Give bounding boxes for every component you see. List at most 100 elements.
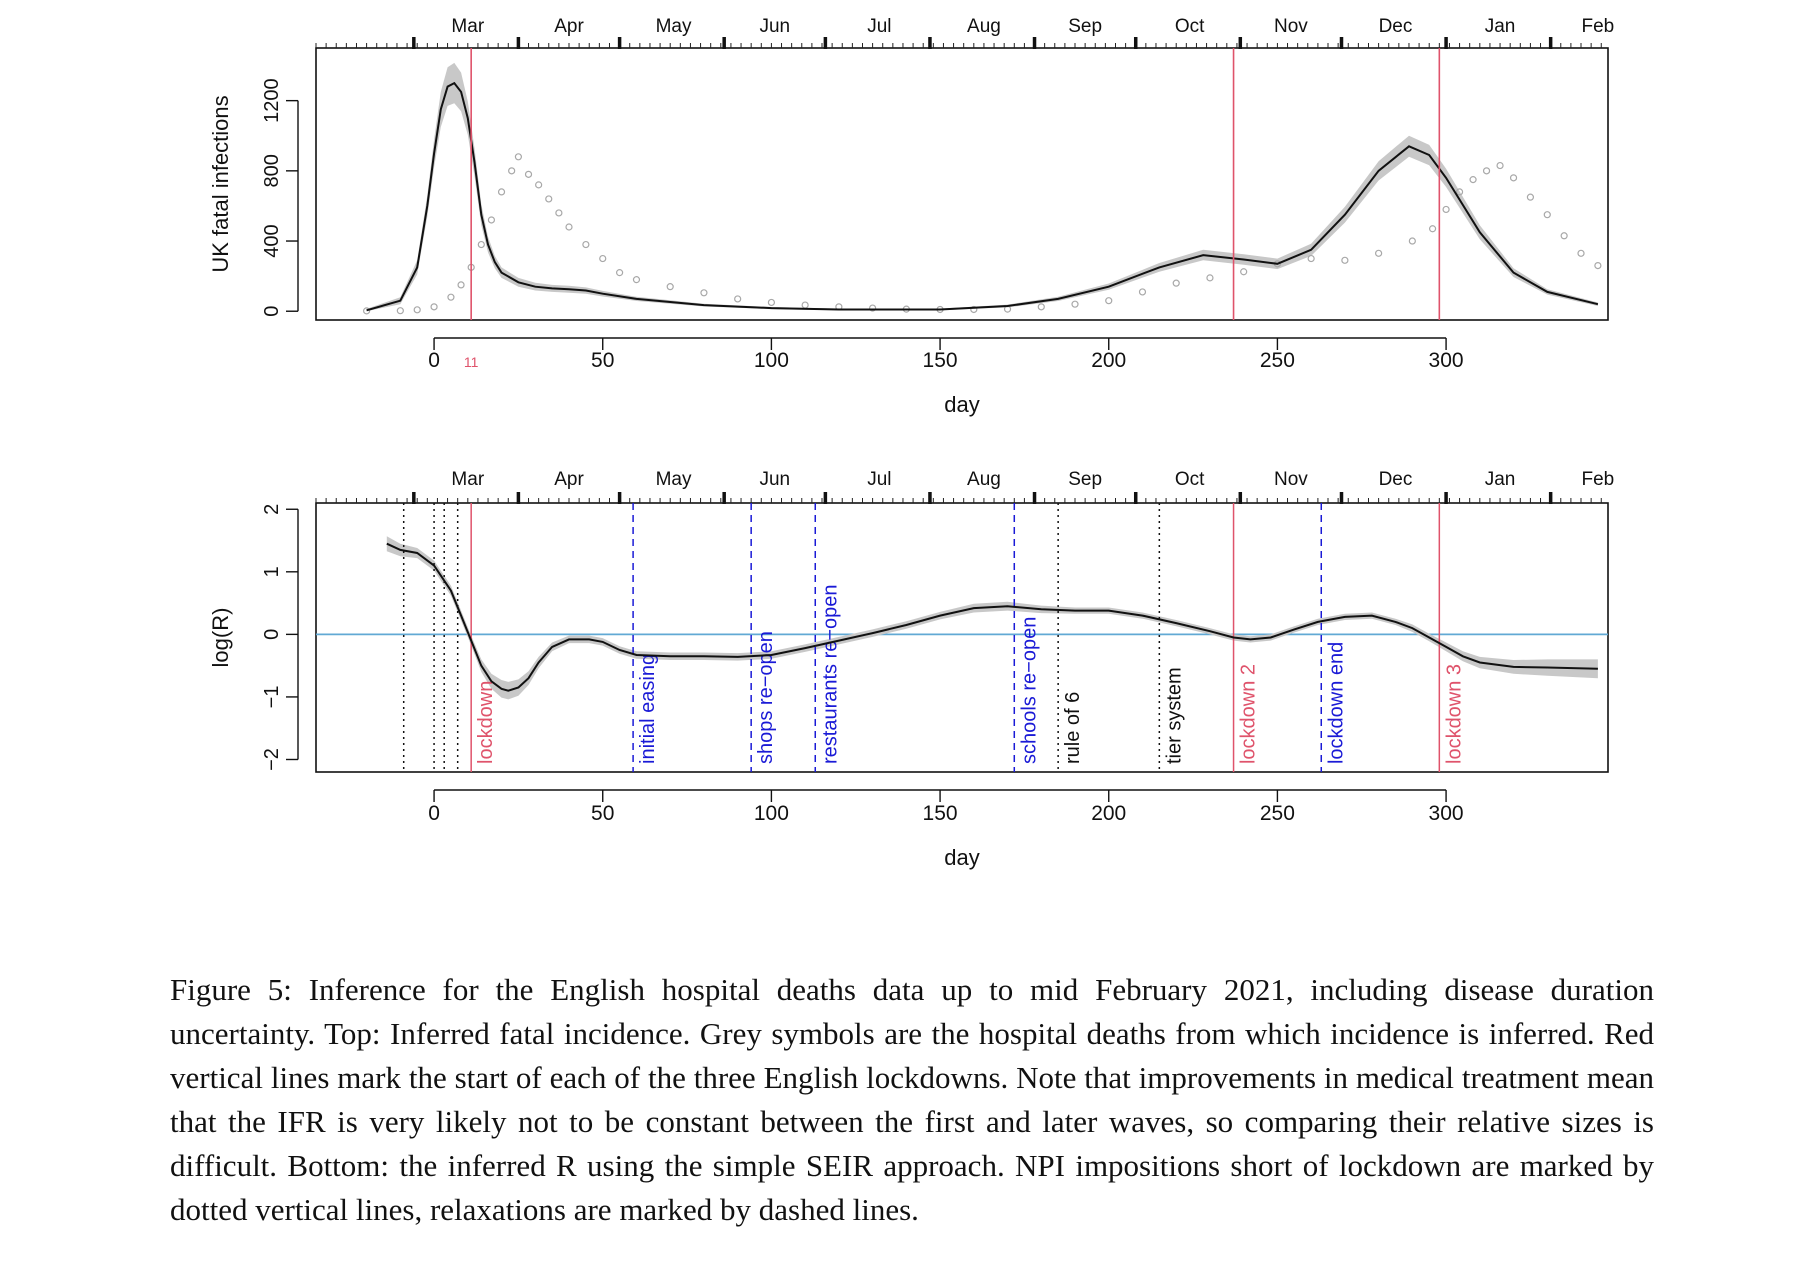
- x-tick-label-250: 250: [1260, 802, 1295, 825]
- month-label-jun: Jun: [759, 469, 790, 490]
- y-axis-title: log(R): [208, 608, 233, 668]
- hospital-death-point: [1341, 256, 1349, 264]
- incidence-uncertainty-band: [366, 62, 1598, 312]
- hospital-death-point: [734, 295, 742, 303]
- month-label-may: May: [656, 469, 692, 490]
- hospital-death-point: [545, 195, 553, 203]
- hospital-death-point: [555, 209, 563, 217]
- x-tick-label-300: 300: [1429, 349, 1464, 372]
- y-tick-label: 0: [261, 306, 283, 317]
- x-tick-label-50: 50: [591, 349, 614, 372]
- month-label-jul: Jul: [867, 469, 891, 490]
- hospital-death-point: [1408, 237, 1416, 245]
- event-label: lockdown 2: [1238, 664, 1260, 764]
- month-label-feb: Feb: [1582, 16, 1615, 37]
- x-tick-label-200: 200: [1091, 349, 1126, 372]
- event-label: lockdown 3: [1443, 664, 1465, 764]
- y-tick-label: 400: [261, 224, 283, 257]
- hospital-death-point: [524, 170, 533, 178]
- hospital-death-point: [1442, 205, 1450, 214]
- hospital-death-point: [1496, 161, 1504, 170]
- hospital-death-point: [1509, 174, 1518, 182]
- hospital-death-point: [1071, 300, 1079, 308]
- hospital-death-point: [514, 153, 523, 161]
- month-label-nov: Nov: [1274, 469, 1308, 490]
- inferred-incidence-line: [366, 81, 1599, 312]
- x-tick-label-100: 100: [754, 802, 789, 825]
- hospital-death-point: [632, 276, 641, 284]
- figure: Mar Apr May Jun Jul Aug Sep Oct Nov Dec Jan Feb 0 50 1…: [208, 16, 1614, 870]
- figure-caption: Figure 5: Inference for the English hosp…: [170, 972, 1654, 1227]
- hospital-death-point: [599, 254, 607, 263]
- event-label: initial easing: [637, 654, 659, 764]
- hospital-death-point: [801, 301, 809, 309]
- x-tick-label-150: 150: [923, 802, 958, 825]
- event-label: schools re−open: [1018, 617, 1040, 764]
- event-label: tier system: [1163, 667, 1185, 764]
- month-label-oct: Oct: [1175, 16, 1205, 37]
- hospital-death-point: [582, 240, 590, 249]
- month-label-sep: Sep: [1068, 469, 1102, 490]
- month-label-aug: Aug: [967, 469, 1001, 490]
- bottom-panel-log-r: Mar Apr May Jun Jul Aug Sep Oct Nov Dec Jan Feb 0 50 1…: [208, 469, 1614, 870]
- hospital-death-point: [447, 293, 455, 301]
- hospital-death-point: [396, 307, 404, 315]
- y-tick-label: 1: [261, 566, 283, 577]
- y-tick-label: 0: [261, 629, 283, 640]
- log-r-line: [386, 542, 1598, 692]
- hospital-death-point: [413, 306, 421, 314]
- month-label-mar: Mar: [451, 469, 484, 490]
- hospital-death-point: [363, 307, 371, 315]
- hospital-death-point: [477, 240, 485, 249]
- y-tick-label: 1200: [261, 78, 283, 123]
- hospital-death-point: [1240, 268, 1248, 276]
- month-label-jun: Jun: [759, 16, 790, 37]
- hospital-death-point: [767, 298, 776, 307]
- x-tick-label-0: 0: [428, 802, 440, 825]
- hospital-death-point: [1543, 211, 1551, 219]
- month-label-nov: Nov: [1274, 16, 1308, 37]
- hospital-death-point: [508, 167, 516, 175]
- x-axis-title: day: [944, 392, 979, 417]
- month-label-jan: Jan: [1485, 469, 1516, 490]
- hospital-death-point: [1482, 167, 1491, 175]
- y-tick-label: −1: [261, 686, 283, 709]
- event-label: rule of 6: [1062, 692, 1084, 764]
- hospital-death-point: [535, 181, 543, 189]
- month-label-sep: Sep: [1068, 16, 1102, 37]
- event-label: lockdown: [475, 681, 497, 764]
- hospital-death-point: [970, 305, 978, 314]
- event-label: restaurants re−open: [819, 584, 841, 764]
- month-label-aug: Aug: [967, 16, 1001, 37]
- hospital-death-point: [497, 188, 506, 196]
- hospital-death-point: [1206, 274, 1214, 282]
- hospital-death-point: [869, 304, 877, 312]
- x-tick-label-100: 100: [754, 349, 789, 372]
- hospital-death-point: [700, 289, 708, 297]
- y-tick-label: 800: [261, 154, 283, 187]
- hospital-death-point: [1455, 188, 1464, 196]
- y-axis-title: UK fatal infections: [208, 95, 233, 272]
- month-label-jan: Jan: [1485, 16, 1516, 37]
- month-label-feb: Feb: [1582, 469, 1615, 490]
- event-label: lockdown end: [1325, 642, 1347, 764]
- hospital-death-point: [1172, 279, 1180, 287]
- hospital-death-point: [1307, 254, 1315, 263]
- month-label-may: May: [656, 16, 692, 37]
- hospital-death-point: [430, 303, 438, 311]
- top-panel-fatal-incidence: Mar Apr May Jun Jul Aug Sep Oct Nov Dec Jan Feb 0 50 1…: [208, 16, 1614, 417]
- month-label-oct: Oct: [1175, 469, 1205, 490]
- month-label-apr: Apr: [554, 469, 584, 490]
- month-label-dec: Dec: [1379, 16, 1413, 37]
- plot-frame: [315, 47, 1609, 321]
- hospital-death-point: [1577, 249, 1585, 257]
- hospital-death-point: [457, 281, 465, 289]
- hospital-death-point: [666, 283, 674, 291]
- y-tick-label: 2: [261, 504, 283, 515]
- month-label-dec: Dec: [1379, 469, 1413, 490]
- lockdown-day-label: 11: [464, 354, 479, 370]
- hospital-death-point: [1037, 303, 1045, 311]
- x-axis-title: day: [944, 845, 979, 870]
- hospital-death-point: [1469, 176, 1477, 184]
- month-label-mar: Mar: [451, 16, 484, 37]
